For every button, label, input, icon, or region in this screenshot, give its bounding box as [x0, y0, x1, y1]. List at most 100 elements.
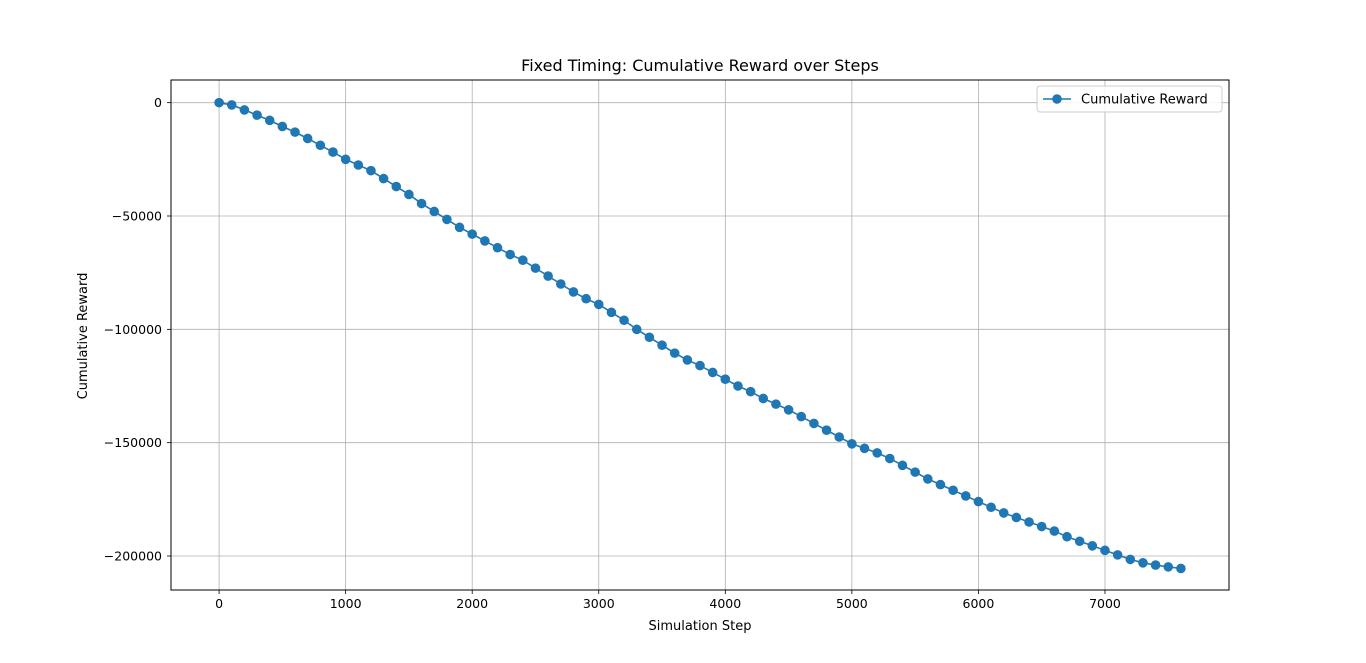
x-tick-label: 1000 [330, 596, 362, 611]
data-point [252, 110, 262, 120]
data-point [885, 453, 895, 464]
legend-marker [1052, 94, 1062, 104]
data-point [264, 115, 275, 126]
data-point [416, 198, 427, 209]
y-tick-label: −50000 [112, 209, 162, 224]
data-point [315, 140, 326, 151]
x-tick-label: 4000 [709, 596, 741, 611]
data-point [391, 181, 402, 192]
data-point [758, 393, 769, 404]
data-point [442, 214, 452, 225]
y-tick-label: −200000 [104, 549, 162, 564]
y-tick-label: −150000 [104, 435, 162, 450]
data-point [277, 121, 288, 132]
data-point [1112, 550, 1123, 560]
data-point [733, 381, 743, 391]
data-point [1036, 521, 1047, 532]
data-point [1074, 536, 1085, 547]
data-point [568, 287, 579, 297]
data-point [467, 229, 478, 239]
data-point [1062, 531, 1072, 542]
data-point [809, 418, 819, 429]
data-point [834, 432, 845, 442]
data-point [973, 496, 984, 507]
data-point [619, 315, 629, 326]
data-point [593, 299, 604, 310]
y-tick-label: 0 [154, 95, 162, 110]
data-point [910, 467, 920, 477]
chart-title: Fixed Timing: Cumulative Reward over Ste… [521, 56, 879, 75]
data-point [872, 448, 882, 458]
y-tick-label: −100000 [104, 322, 162, 337]
data-point [581, 293, 591, 304]
data-point [707, 367, 718, 378]
x-tick-label: 2000 [456, 596, 488, 611]
data-point [644, 332, 655, 343]
y-axis-label: Cumulative Reward [76, 273, 91, 400]
data-point [353, 160, 364, 170]
data-point [1011, 512, 1022, 523]
data-point [366, 165, 376, 176]
x-tick-label: 0 [215, 596, 223, 611]
data-point [454, 222, 465, 233]
series-line [218, 101, 1182, 570]
data-point [1024, 517, 1034, 527]
data-point [1150, 560, 1161, 570]
data-point [922, 474, 933, 484]
data-point [771, 399, 781, 409]
data-point [492, 242, 503, 253]
data-point [340, 154, 351, 165]
x-tick-label: 3000 [583, 596, 615, 611]
data-point [859, 443, 870, 454]
data-point [328, 147, 338, 157]
grid [171, 80, 1229, 590]
data-point [682, 355, 693, 365]
y-axis: 0 −50000 −100000 −150000 −200000 [104, 95, 171, 564]
data-point [1176, 563, 1186, 574]
data-point [404, 189, 414, 200]
data-point [1100, 545, 1110, 556]
data-point [378, 173, 389, 184]
data-point [745, 386, 756, 397]
data-point [555, 279, 566, 289]
data-point [214, 97, 224, 108]
legend: Cumulative Reward [1036, 85, 1223, 113]
data-point [1163, 562, 1174, 572]
data-point [821, 425, 832, 436]
data-point [695, 360, 705, 371]
x-axis: 0 1000 2000 3000 4000 5000 6000 7000 [215, 590, 1121, 611]
data-point [783, 405, 794, 415]
data-point [948, 485, 958, 496]
data-point [935, 479, 946, 490]
data-point [960, 491, 971, 501]
data-point [518, 255, 528, 265]
data-point [1138, 558, 1148, 568]
plot-frame [170, 79, 1230, 591]
data-point [226, 100, 237, 110]
x-tick-label: 6000 [963, 596, 995, 611]
data-point [530, 263, 541, 273]
data-point [669, 348, 680, 358]
data-point [1049, 526, 1060, 536]
data-point [1125, 554, 1136, 565]
x-axis-label: Simulation Step [649, 619, 752, 634]
data-point [505, 249, 515, 260]
data-point [657, 340, 667, 351]
series-layer [214, 97, 1186, 574]
data-point [606, 307, 617, 318]
legend-box [1036, 85, 1223, 113]
data-point [480, 236, 490, 246]
x-tick-label: 7000 [1089, 596, 1121, 611]
data-point [290, 127, 300, 137]
data-point [720, 374, 731, 385]
data-point [897, 460, 908, 471]
data-point [1087, 541, 1098, 551]
data-point [239, 105, 250, 115]
data-point [429, 206, 440, 217]
data-point [986, 502, 996, 513]
x-tick-label: 5000 [836, 596, 868, 611]
data-point [998, 508, 1009, 518]
data-point [543, 271, 553, 281]
data-point [796, 411, 807, 422]
